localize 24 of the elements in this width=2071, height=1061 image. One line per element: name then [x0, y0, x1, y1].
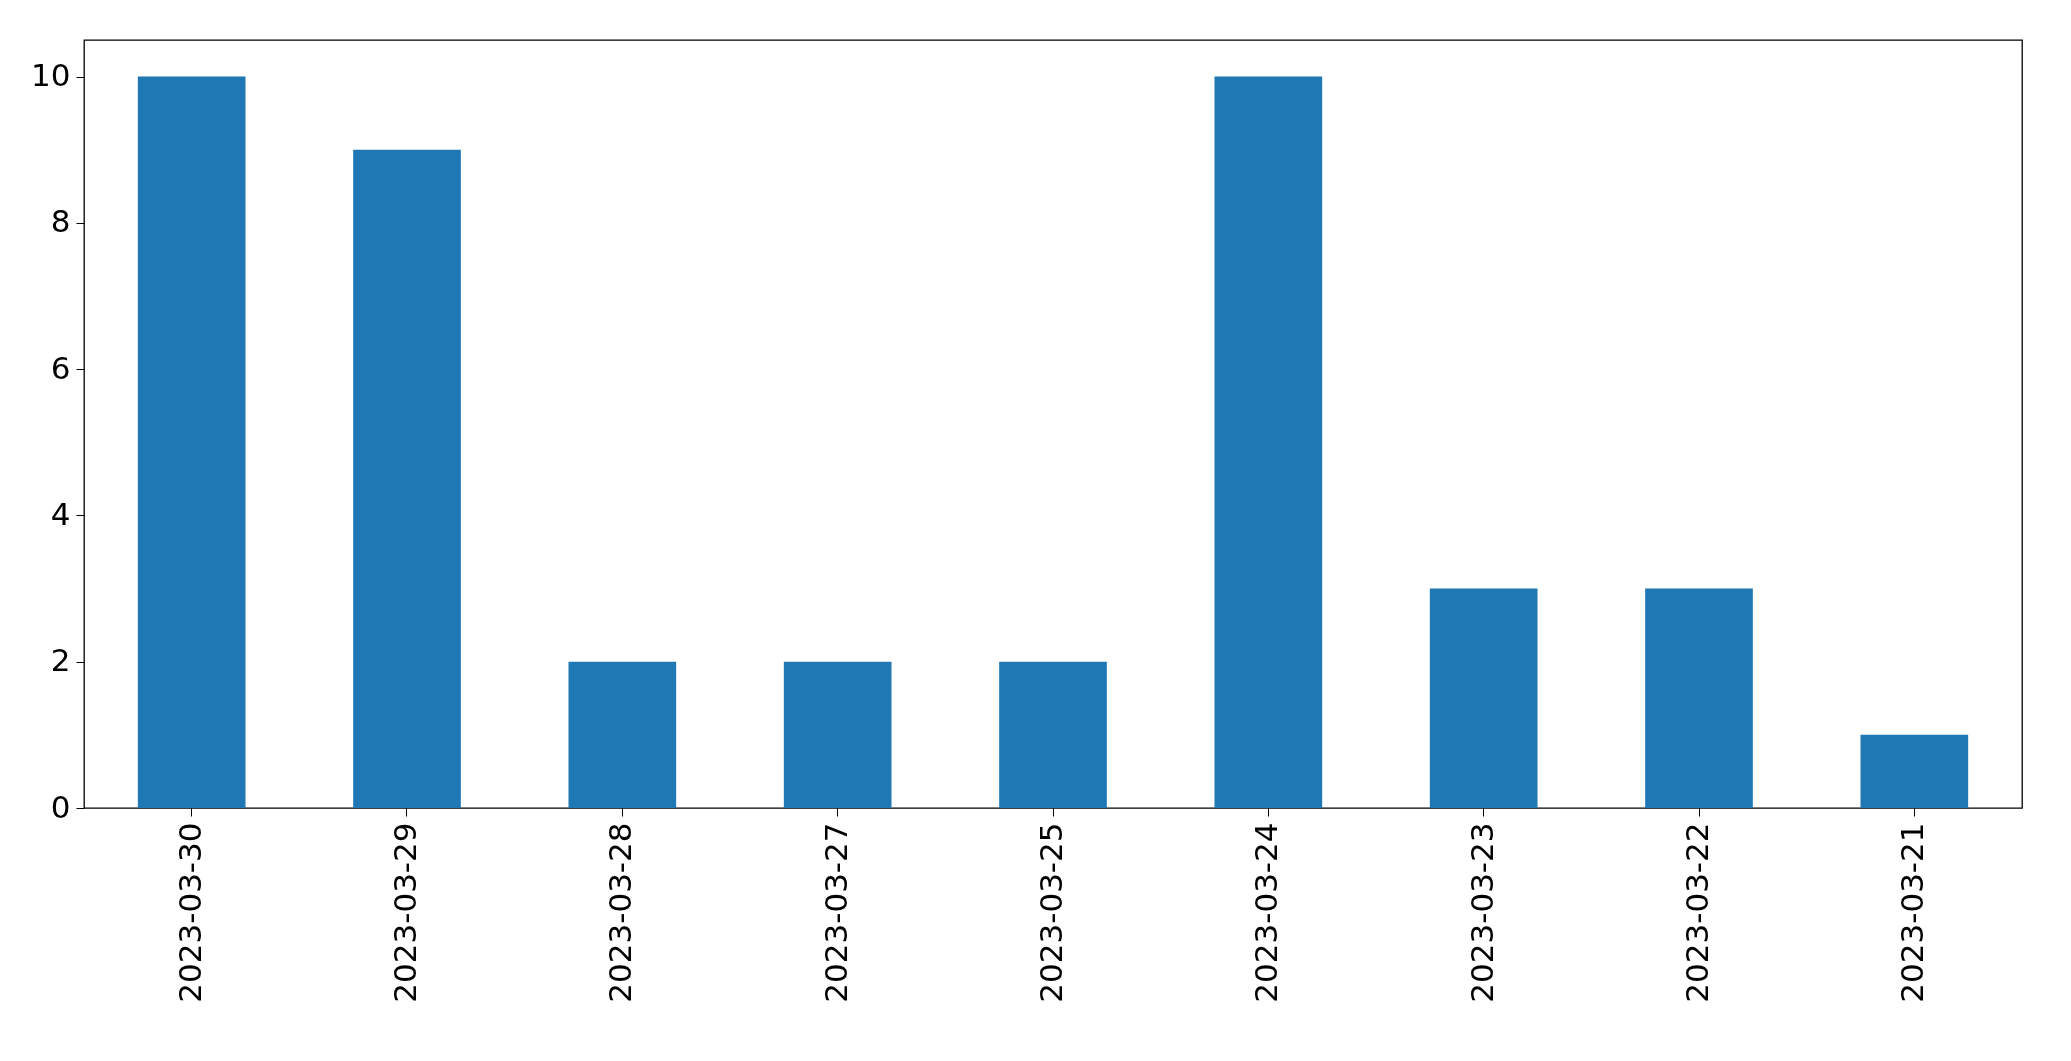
x-tick-label: 2023-03-29	[387, 822, 423, 1003]
x-tick-label: 2023-03-22	[1679, 822, 1715, 1003]
x-tick-label: 2023-03-27	[817, 822, 854, 1003]
bar	[1645, 588, 1753, 808]
x-tick-label: 2023-03-24	[1248, 822, 1285, 1003]
bar	[783, 661, 892, 808]
y-tick-label: 4	[50, 495, 71, 532]
bar	[1429, 588, 1538, 808]
y-tick-label: 2	[50, 642, 71, 679]
x-tick-label: 2023-03-30	[171, 822, 208, 1003]
y-tick-label: 0	[50, 788, 71, 825]
bar	[353, 149, 461, 808]
x-tick-label: 2023-03-25	[1033, 822, 1069, 1003]
y-tick-label: 6	[50, 349, 71, 386]
y-tick-label: 8	[50, 203, 71, 240]
bar	[137, 76, 246, 808]
bar	[1214, 76, 1323, 808]
bar	[1860, 734, 1969, 808]
bar	[568, 661, 677, 808]
x-tick-label: 2023-03-23	[1463, 822, 1500, 1003]
bar	[999, 661, 1107, 808]
y-tick-label: 10	[31, 57, 71, 94]
x-tick-label: 2023-03-21	[1894, 822, 1931, 1003]
x-tick-label: 2023-03-28	[602, 822, 639, 1003]
